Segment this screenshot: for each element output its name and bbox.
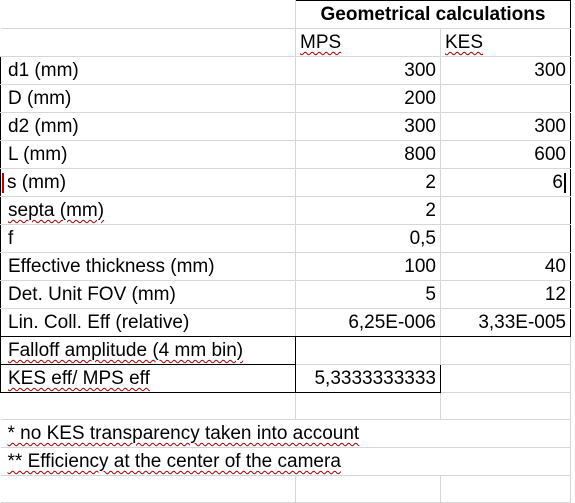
cell-mps[interactable]: 5 <box>295 280 441 309</box>
row-label[interactable]: s (mm) <box>0 168 296 197</box>
row-label[interactable]: Effective thickness (mm) <box>0 252 296 281</box>
column-header-row: MPS KES <box>0 28 571 57</box>
cell-kes-value: 6 <box>552 172 563 193</box>
title-row: Geometrical calculations <box>0 0 571 29</box>
cell-kes[interactable] <box>440 224 571 253</box>
cell-kes[interactable]: 300 <box>440 56 571 85</box>
cell-empty[interactable] <box>0 392 296 420</box>
cell-kes[interactable]: 12 <box>440 280 571 309</box>
cell-mps[interactable]: 6,25E-006 <box>295 308 441 337</box>
row-label-text: s (mm) <box>7 172 67 193</box>
cell-mps[interactable]: 300 <box>295 56 441 85</box>
cell-mps[interactable] <box>295 336 441 365</box>
table-row: f 0,5 <box>0 224 571 253</box>
cell-mps[interactable]: 2 <box>295 168 441 197</box>
column-header-mps[interactable]: MPS <box>295 28 441 57</box>
row-label[interactable]: Lin. Coll. Eff (relative) <box>0 308 296 337</box>
cell-empty[interactable] <box>295 392 441 420</box>
row-label[interactable]: Falloff amplitude (4 mm bin) <box>0 336 296 365</box>
note-row: ** Efficiency at the center of the camer… <box>0 447 571 476</box>
table-row: d1 (mm) 300 300 <box>0 56 571 85</box>
row-label[interactable]: L (mm) <box>0 140 296 169</box>
note-row: * no KES transparency taken into account <box>0 419 571 448</box>
row-label[interactable]: septa (mm) <box>0 196 296 225</box>
note-cell[interactable]: ** Efficiency at the center of the camer… <box>0 447 571 476</box>
note-cell[interactable]: * no KES transparency taken into account <box>0 419 571 448</box>
column-header-kes-label: KES <box>445 32 484 53</box>
cell-kes[interactable]: 300 <box>440 112 571 141</box>
row-label[interactable]: f <box>0 224 296 253</box>
cell-kes[interactable] <box>440 364 571 393</box>
cell-empty[interactable] <box>295 475 441 503</box>
row-label[interactable]: Det. Unit FOV (mm) <box>0 280 296 309</box>
cell-kes[interactable] <box>440 84 571 113</box>
column-header-mps-label: MPS <box>300 32 342 53</box>
cell-kes[interactable]: 3,33E-005 <box>440 308 571 337</box>
row-label[interactable]: KES eff/ MPS eff <box>0 364 296 393</box>
table-row: Effective thickness (mm) 100 40 <box>0 252 571 281</box>
table-row: L (mm) 800 600 <box>0 140 571 169</box>
text-cursor <box>564 172 566 193</box>
cell-mps[interactable]: 2 <box>295 196 441 225</box>
table-row: Falloff amplitude (4 mm bin) <box>0 336 571 365</box>
column-header-kes[interactable]: KES <box>440 28 571 57</box>
cell-mps[interactable]: 200 <box>295 84 441 113</box>
row-label[interactable]: D (mm) <box>0 84 296 113</box>
table-row: D (mm) 200 <box>0 84 571 113</box>
table-row: Det. Unit FOV (mm) 5 12 <box>0 280 571 309</box>
blank-row <box>0 475 571 503</box>
cell-mps[interactable]: 100 <box>295 252 441 281</box>
table-row: s (mm) 2 6 <box>0 168 571 197</box>
cell-kes[interactable]: 40 <box>440 252 571 281</box>
blank-row <box>0 392 571 420</box>
cell-mps[interactable]: 300 <box>295 112 441 141</box>
cell-kes[interactable]: 6 <box>440 168 571 197</box>
cell-kes[interactable] <box>440 196 571 225</box>
row-label-text: septa (mm) <box>8 200 105 221</box>
note-2: ** Efficiency at the center of the camer… <box>7 451 341 472</box>
cell-kes[interactable]: 600 <box>440 140 571 169</box>
text-cursor <box>2 172 4 193</box>
cell-mps[interactable]: 0,5 <box>295 224 441 253</box>
sheet-title[interactable]: Geometrical calculations <box>295 0 571 29</box>
table-row: KES eff/ MPS eff 5,3333333333 <box>0 364 571 393</box>
cell-empty[interactable] <box>0 0 296 29</box>
table-row: Lin. Coll. Eff (relative) 6,25E-006 3,33… <box>0 308 571 337</box>
cell-empty[interactable] <box>440 392 571 420</box>
row-label[interactable]: d2 (mm) <box>0 112 296 141</box>
cell-empty[interactable] <box>440 475 571 503</box>
row-label-text: Falloff amplitude (4 mm bin) <box>8 340 244 361</box>
table-row: d2 (mm) 300 300 <box>0 112 571 141</box>
row-label[interactable]: d1 (mm) <box>0 56 296 85</box>
note-1: * no KES transparency taken into account <box>7 423 360 444</box>
cell-empty[interactable] <box>0 475 296 503</box>
table-row: septa (mm) 2 <box>0 196 571 225</box>
cell-empty[interactable] <box>0 28 296 57</box>
cell-mps[interactable]: 800 <box>295 140 441 169</box>
row-label-text: KES eff/ MPS eff <box>8 368 150 389</box>
cell-kes[interactable] <box>440 336 571 365</box>
cell-mps[interactable]: 5,3333333333 <box>295 364 441 393</box>
